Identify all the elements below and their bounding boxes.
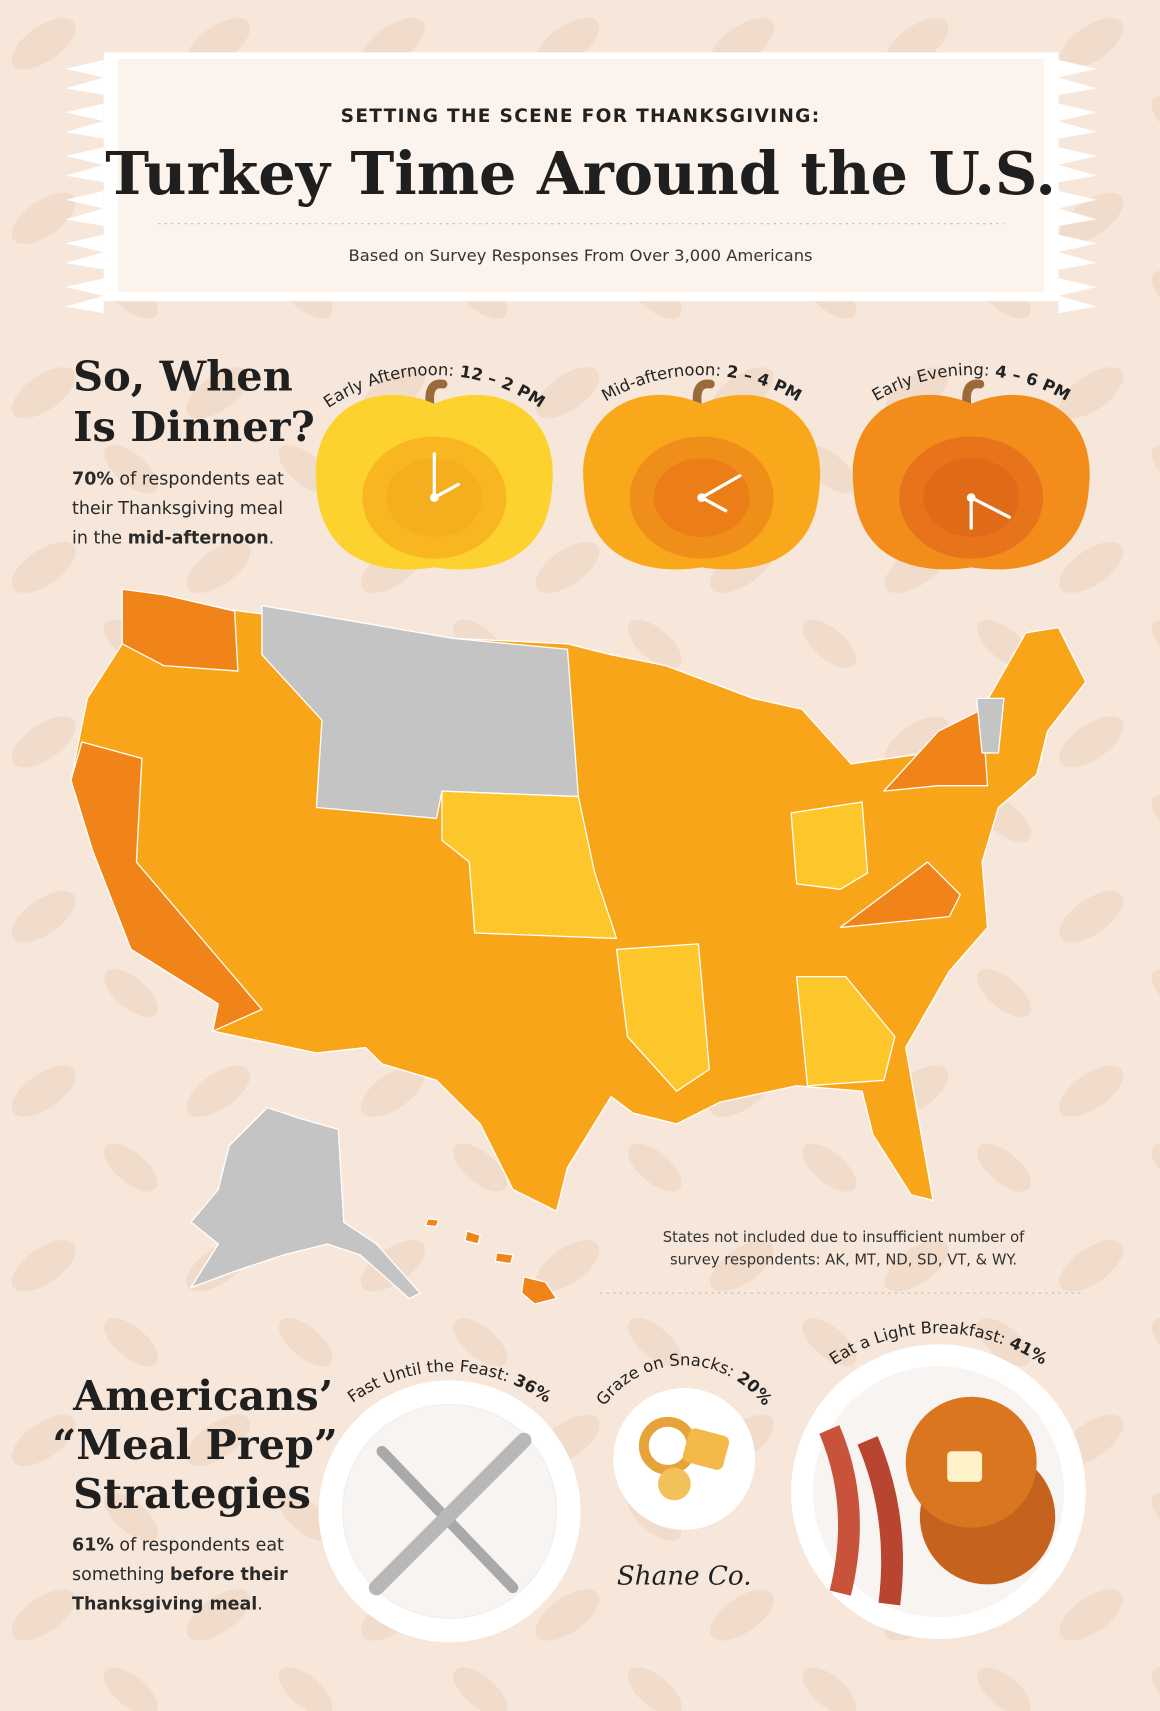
- clock-hand: [432, 482, 460, 500]
- heading-line: “Meal Prep”: [52, 1420, 337, 1469]
- plate-fast: [318, 1380, 581, 1643]
- fringe: [65, 234, 104, 270]
- fringe: [1058, 103, 1097, 139]
- state-region: [839, 861, 961, 929]
- fringes: [65, 60, 1097, 314]
- hawaii: [424, 1218, 440, 1228]
- bacon: [819, 1425, 860, 1596]
- title: Turkey Time Around the U.S.: [105, 139, 1056, 208]
- us-map: [70, 588, 1087, 1305]
- clock-hand: [700, 474, 742, 500]
- brand: Shane Co.: [617, 1561, 752, 1591]
- fringe: [65, 147, 104, 183]
- butter: [947, 1451, 983, 1482]
- knife: [368, 1432, 532, 1596]
- banner: SETTING THE SCENE FOR THANKSGIVING: Turk…: [65, 52, 1097, 314]
- fringe: [1058, 190, 1097, 226]
- text: of respondents eat something: [72, 1534, 284, 1585]
- fringe: [65, 190, 104, 226]
- text: .: [268, 527, 275, 548]
- alaska: [190, 1106, 421, 1300]
- text: .: [257, 1593, 263, 1614]
- cracker: [658, 1467, 691, 1501]
- heading-line: Americans’: [72, 1371, 333, 1420]
- state-region: [975, 697, 1005, 754]
- dinner-text-box: 70% of respondents eat their Thanksgivin…: [72, 464, 301, 552]
- plate-snacks: [613, 1388, 756, 1530]
- hawaii: [520, 1276, 558, 1305]
- dinner-text: 70% of respondents eat their Thanksgivin…: [72, 464, 301, 552]
- hawaii: [464, 1230, 481, 1245]
- banner-panel: [117, 58, 1045, 293]
- heading-line: Strategies: [73, 1469, 311, 1518]
- state-region: [615, 943, 710, 1092]
- emphasis: before their Thanksgiving meal: [72, 1563, 288, 1614]
- state-region: [121, 588, 239, 672]
- fringe: [1058, 147, 1097, 183]
- prep-text-box: 61% of respondents eat something before …: [72, 1530, 301, 1618]
- stat: 70%: [72, 468, 114, 489]
- clock-hand: [969, 495, 1012, 519]
- subtitle: Based on Survey Responses From Over 3,00…: [348, 246, 812, 265]
- bacon: [857, 1436, 903, 1606]
- clock-center: [697, 493, 707, 502]
- emphasis: mid-afternoon: [127, 527, 269, 548]
- prep-text: 61% of respondents eat something before …: [72, 1530, 301, 1618]
- stem: [962, 379, 985, 409]
- fringe: [65, 278, 104, 314]
- fringe: [1058, 234, 1097, 270]
- stem: [425, 379, 448, 409]
- hawaii: [494, 1252, 514, 1265]
- map-note: States not included due to insufficient …: [662, 1228, 1025, 1270]
- pumpkins: [315, 379, 1090, 570]
- fringe: [1058, 60, 1097, 95]
- note-box: States not included due to insufficient …: [662, 1228, 1025, 1270]
- clock-hand: [700, 495, 728, 513]
- state-region: [795, 975, 896, 1087]
- state-region: [70, 741, 263, 1032]
- state-region: [790, 801, 869, 890]
- heading-line: Is Dinner?: [73, 402, 315, 451]
- stem: [692, 379, 715, 409]
- plate-breakfast: [791, 1344, 1086, 1639]
- state-region: [441, 790, 618, 940]
- stat: 61%: [72, 1534, 114, 1555]
- fringe: [65, 103, 104, 139]
- state-region: [261, 604, 580, 820]
- text: of respondents eat their Thanksgiving me…: [72, 468, 284, 548]
- fringe: [65, 60, 104, 95]
- clock-center: [429, 493, 439, 502]
- clock-center: [966, 493, 976, 502]
- cracker: [682, 1428, 730, 1470]
- fringe: [1058, 278, 1097, 314]
- heading-line: So, When: [73, 352, 293, 401]
- kicker: SETTING THE SCENE FOR THANKSGIVING:: [341, 106, 821, 127]
